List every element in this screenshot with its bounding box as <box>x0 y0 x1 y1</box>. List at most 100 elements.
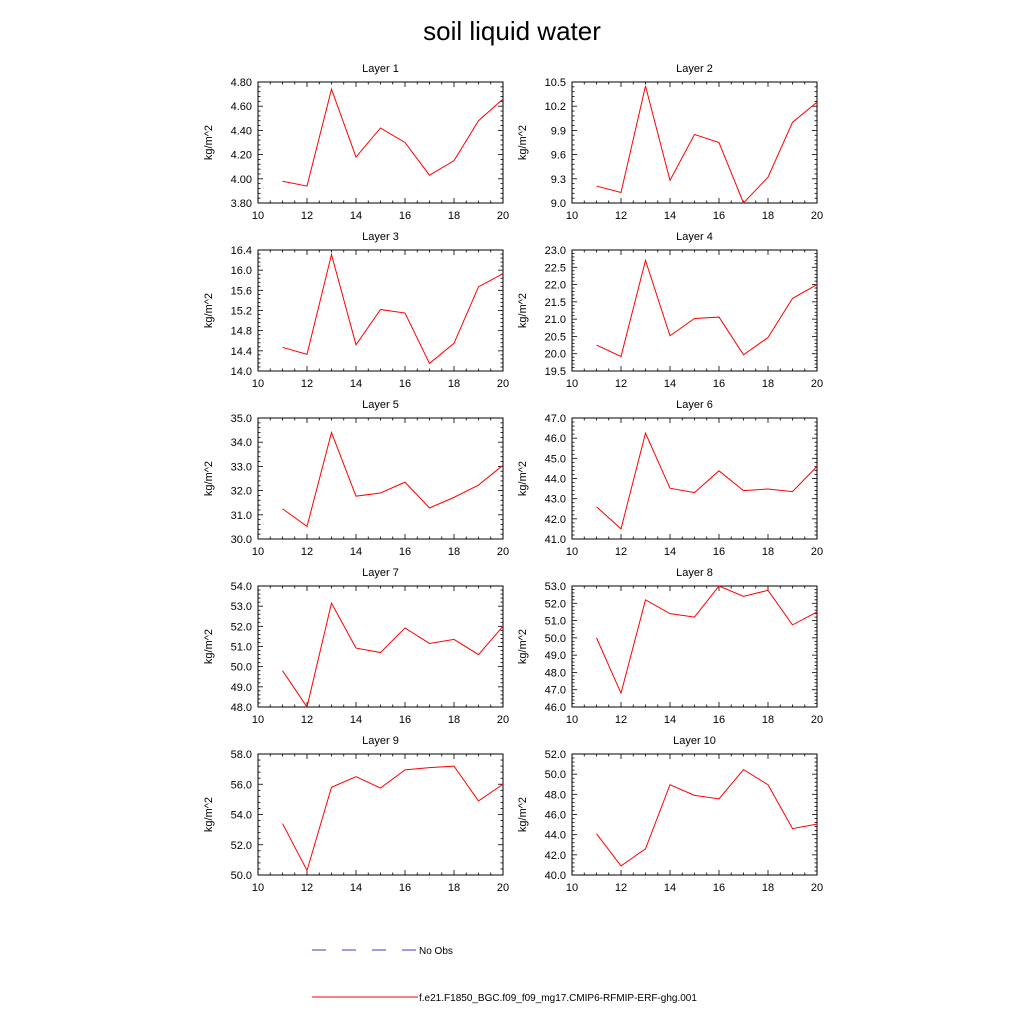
y-tick-label: 32.0 <box>231 486 252 498</box>
x-tick-label: 20 <box>497 882 509 894</box>
y-tick-label: 41.0 <box>545 534 566 546</box>
plot-frame <box>257 753 504 876</box>
y-tick-label: 50.0 <box>545 769 566 781</box>
x-tick-label: 12 <box>301 882 313 894</box>
y-axis-label: kg/m^2 <box>203 461 215 496</box>
plot-frame <box>571 81 818 204</box>
y-tick-label: 15.6 <box>231 285 252 297</box>
x-tick-label: 10 <box>252 546 264 558</box>
x-tick-label: 12 <box>615 882 627 894</box>
x-tick-label: 12 <box>615 714 627 726</box>
y-tick-label: 14.0 <box>231 366 252 378</box>
x-tick-label: 10 <box>252 210 264 222</box>
panel-title: Layer 4 <box>676 231 713 243</box>
y-tick-label: 50.0 <box>231 662 252 674</box>
y-tick-label: 4.00 <box>231 174 252 186</box>
panel-layer-6: Layer 6 kg/m^2 10 12 14 16 18 20 41.0 42.0 43.0 44.… <box>517 399 823 558</box>
x-tick-label: 16 <box>713 210 725 222</box>
x-tick-label: 16 <box>399 378 411 390</box>
y-tick-label: 50.0 <box>545 633 566 645</box>
x-tick-label: 18 <box>448 714 460 726</box>
x-tick-label: 18 <box>762 882 774 894</box>
y-tick-label: 51.0 <box>231 642 252 654</box>
x-tick-label: 16 <box>713 546 725 558</box>
panel-title: Layer 2 <box>676 63 713 75</box>
x-tick-label: 18 <box>762 378 774 390</box>
x-tick-label: 16 <box>713 714 725 726</box>
x-tick-label: 18 <box>762 714 774 726</box>
series-line <box>596 768 818 867</box>
y-tick-label: 48.0 <box>545 789 566 801</box>
x-tick-label: 12 <box>301 546 313 558</box>
plot-frame <box>257 417 504 540</box>
y-tick-label: 49.0 <box>231 682 252 694</box>
x-tick-label: 10 <box>252 882 264 894</box>
x-tick-label: 18 <box>448 546 460 558</box>
x-tick-label: 20 <box>811 210 823 222</box>
y-tick-label: 58.0 <box>231 749 252 761</box>
x-tick-label: 20 <box>497 378 509 390</box>
x-tick-label: 10 <box>566 546 578 558</box>
legend-label-no-obs: No Obs <box>419 946 453 957</box>
y-tick-label: 50.0 <box>231 870 252 882</box>
y-tick-label: 4.80 <box>231 77 252 89</box>
y-axis-label: kg/m^2 <box>517 293 529 328</box>
y-tick-label: 3.80 <box>231 198 252 210</box>
y-axis-label: kg/m^2 <box>517 461 529 496</box>
series-line <box>596 85 818 204</box>
x-tick-label: 14 <box>350 378 362 390</box>
panel-title: Layer 9 <box>362 735 399 747</box>
y-tick-label: 45.0 <box>545 453 566 465</box>
x-tick-label: 14 <box>664 210 676 222</box>
x-tick-label: 12 <box>301 714 313 726</box>
series-line <box>596 258 818 358</box>
y-tick-label: 20.5 <box>545 331 566 343</box>
x-tick-label: 10 <box>566 378 578 390</box>
x-tick-label: 10 <box>566 714 578 726</box>
y-tick-label: 46.0 <box>545 433 566 445</box>
x-tick-label: 14 <box>664 546 676 558</box>
panel-layer-4: Layer 4 kg/m^2 10 12 14 16 18 20 19.5 20.0 20.5 21.… <box>517 231 823 390</box>
y-tick-label: 44.0 <box>545 474 566 486</box>
y-tick-label: 22.0 <box>545 280 566 292</box>
y-tick-label: 49.0 <box>545 650 566 662</box>
y-tick-label: 15.2 <box>231 306 252 318</box>
legend-label-model-run: f.e21.F1850_BGC.f09_f09_mg17.CMIP6-RFMIP… <box>419 993 697 1004</box>
x-tick-label: 20 <box>497 546 509 558</box>
y-tick-label: 31.0 <box>231 510 252 522</box>
panel-title: Layer 3 <box>362 231 399 243</box>
x-tick-label: 14 <box>350 210 362 222</box>
x-tick-label: 16 <box>399 714 411 726</box>
x-tick-label: 20 <box>811 546 823 558</box>
series-line <box>282 765 504 872</box>
x-tick-label: 20 <box>497 210 509 222</box>
series-line <box>282 430 504 528</box>
x-tick-label: 16 <box>399 210 411 222</box>
x-tick-label: 20 <box>497 714 509 726</box>
x-tick-label: 18 <box>448 882 460 894</box>
x-tick-label: 16 <box>399 882 411 894</box>
y-tick-label: 44.0 <box>545 830 566 842</box>
y-tick-label: 42.0 <box>545 514 566 526</box>
plot-frame <box>571 417 818 540</box>
y-tick-label: 56.0 <box>231 779 252 791</box>
y-tick-label: 35.0 <box>231 413 252 425</box>
y-tick-label: 54.0 <box>231 810 252 822</box>
y-tick-label: 10.2 <box>545 101 566 113</box>
panel-title: Layer 5 <box>362 399 399 411</box>
series-line <box>596 585 818 695</box>
x-tick-label: 12 <box>615 546 627 558</box>
y-tick-label: 52.0 <box>545 749 566 761</box>
y-tick-label: 4.60 <box>231 101 252 113</box>
y-tick-label: 43.0 <box>545 494 566 506</box>
y-tick-label: 47.0 <box>545 413 566 425</box>
y-tick-label: 53.0 <box>231 601 252 613</box>
x-tick-label: 14 <box>350 546 362 558</box>
y-tick-label: 54.0 <box>231 581 252 593</box>
y-tick-label: 14.4 <box>231 346 252 358</box>
y-tick-label: 4.20 <box>231 150 252 162</box>
x-tick-label: 10 <box>566 882 578 894</box>
x-tick-label: 16 <box>713 882 725 894</box>
y-tick-label: 20.0 <box>545 349 566 361</box>
